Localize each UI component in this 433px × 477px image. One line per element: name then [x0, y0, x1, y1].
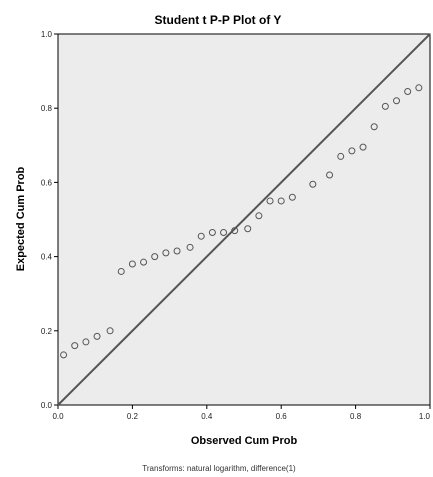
x-tick-label: 0.0 [52, 412, 64, 421]
x-tick-label: 0.2 [127, 412, 139, 421]
y-tick-label: 0.8 [41, 104, 53, 113]
y-tick-label: 0.6 [41, 178, 53, 187]
x-axis: 0.0 0.2 0.4 0.6 0.8 1.0 [52, 405, 430, 421]
y-axis: 0.0 0.2 0.4 0.6 0.8 1.0 [41, 30, 58, 410]
footnote: Transforms: natural logarithm, differenc… [142, 464, 296, 473]
x-tick-label: 1.0 [419, 412, 431, 421]
x-tick-label: 0.4 [201, 412, 213, 421]
y-tick-label: 0.4 [41, 253, 53, 262]
x-tick-label: 0.6 [276, 412, 288, 421]
x-tick-label: 0.8 [350, 412, 362, 421]
y-tick-label: 1.0 [41, 30, 53, 39]
y-tick-label: 0.2 [41, 327, 53, 336]
y-axis-label: Expected Cum Prob [15, 166, 27, 271]
x-axis-label: Observed Cum Prob [191, 435, 298, 447]
chart-title: Student t P-P Plot of Y [155, 13, 282, 27]
y-tick-label: 0.0 [41, 401, 53, 410]
